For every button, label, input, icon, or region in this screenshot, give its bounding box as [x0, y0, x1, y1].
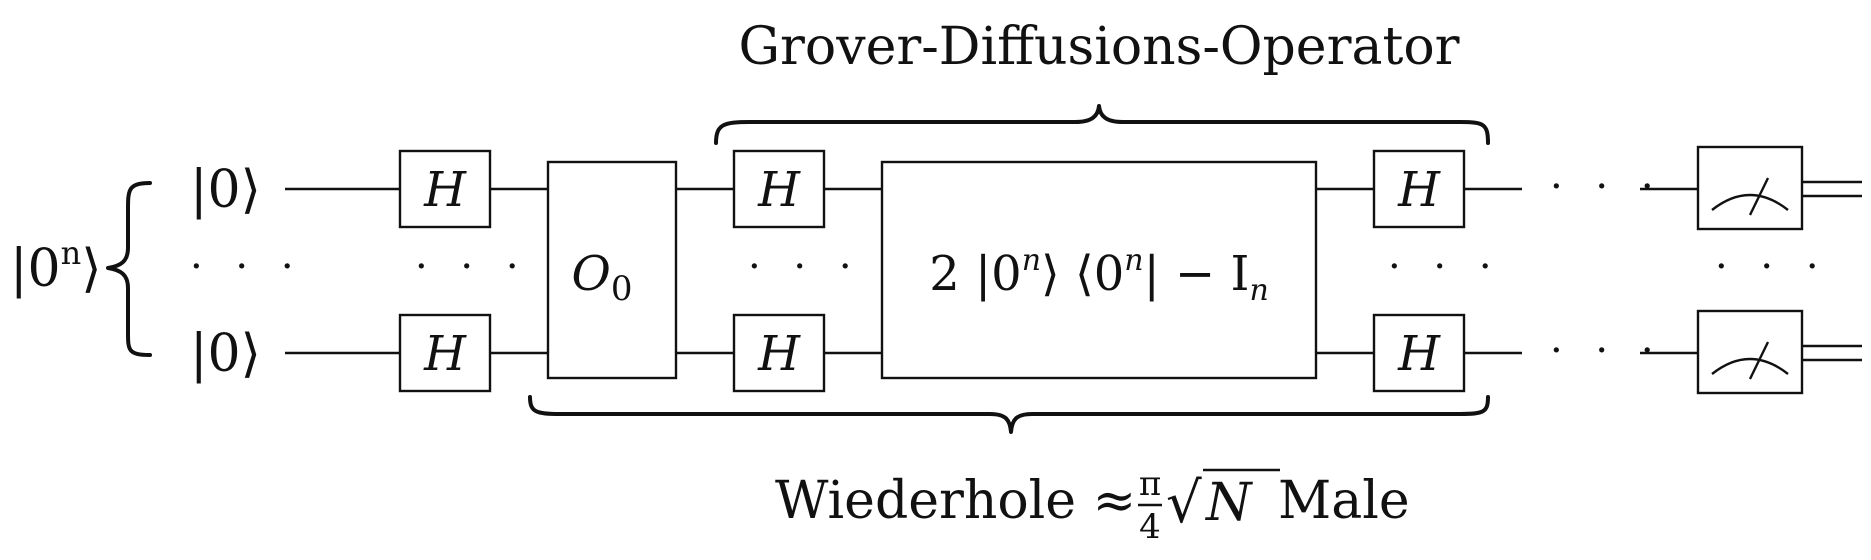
input-register-label: |0n⟩	[10, 234, 102, 299]
hadamard-gate-1-bottom: H	[398, 313, 492, 393]
hadamard-gate-1-top: H	[398, 149, 492, 229]
hadamard-gate-2-bottom: H	[732, 313, 826, 393]
repeat-ellipsis-bottom: · · ·	[1550, 328, 1664, 374]
qubit-ellipsis: · · ·	[190, 244, 304, 290]
svg-text:H: H	[423, 162, 467, 218]
svg-text:H: H	[423, 326, 467, 382]
svg-text:4: 4	[1139, 507, 1161, 547]
repeat-label: Wiederhole ≈ π 4 √ N Male	[775, 464, 1410, 547]
oracle-gate: O0	[546, 160, 678, 380]
svg-text:√: √	[1166, 471, 1202, 536]
svg-text:H: H	[757, 326, 801, 382]
qubit-top-ket: |0⟩	[190, 160, 261, 220]
svg-text:H: H	[757, 162, 801, 218]
register-left-brace	[106, 181, 152, 357]
svg-text:H: H	[1397, 326, 1441, 382]
top-wire	[285, 180, 1862, 198]
repeat-bottom-brace	[528, 395, 1490, 434]
svg-text:2 |0n⟩ ⟨0n| − In: 2 |0n⟩ ⟨0n| − In	[929, 243, 1269, 308]
hadamard-gate-2-top: H	[732, 149, 826, 229]
meter-icon	[1696, 309, 1804, 395]
hadamard-2-ellipsis: · · ·	[748, 244, 862, 290]
diffusion-core-gate: 2 |0n⟩ ⟨0n| − In	[880, 160, 1318, 380]
hadamard-3-ellipsis: · · ·	[1388, 244, 1502, 290]
hadamard-1-ellipsis: · · ·	[415, 244, 529, 290]
hadamard-gate-3-bottom: H	[1372, 313, 1466, 393]
svg-text:H: H	[1397, 162, 1441, 218]
bottom-wire	[285, 344, 1862, 362]
repeat-ellipsis-top: · · ·	[1550, 164, 1664, 210]
svg-text:N: N	[1204, 473, 1253, 533]
svg-text:O0: O0	[572, 246, 633, 309]
svg-text:Wiederhole ≈: Wiederhole ≈	[775, 471, 1136, 531]
grover-operator-label: Grover-Diffusions-Operator	[738, 17, 1459, 77]
svg-text:Male: Male	[1278, 471, 1410, 531]
meter-icon	[1696, 145, 1804, 231]
grover-top-brace	[714, 104, 1490, 145]
meter-ellipsis: · · ·	[1715, 244, 1829, 290]
hadamard-gate-3-top: H	[1372, 149, 1466, 229]
svg-text:π: π	[1139, 464, 1161, 504]
qubit-bottom-ket: |0⟩	[190, 324, 261, 384]
